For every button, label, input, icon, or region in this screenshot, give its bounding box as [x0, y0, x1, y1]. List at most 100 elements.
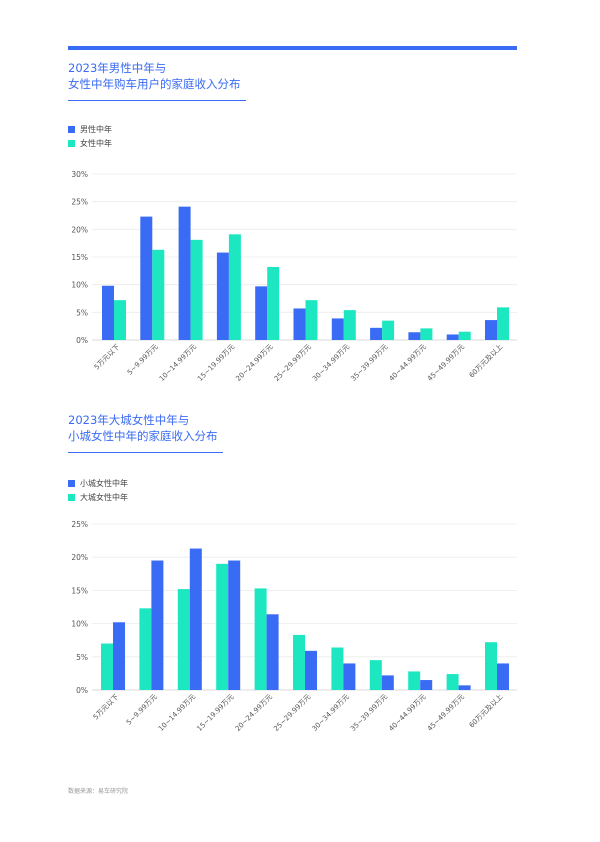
chart2-bar: [381, 675, 394, 690]
chart1-xtick-label: 5万元以下: [93, 343, 122, 372]
chart2-bar: [266, 614, 279, 690]
chart2-xtick-label: 45~49.99万元: [426, 693, 466, 733]
chart1-bar: [446, 334, 459, 340]
chart2-bar: [139, 608, 152, 690]
chart2-title: 2023年大城女性中年与 小城女性中年的家庭收入分布: [68, 412, 218, 444]
chart1-bar: [408, 332, 421, 340]
chart1-bar: [485, 320, 497, 340]
chart1-bar: [382, 320, 395, 340]
chart1-legend-label-male: 男性中年: [80, 124, 112, 134]
chart2-title-line1: 2023年大城女性中年与: [68, 413, 190, 427]
chart2-bar: [343, 663, 356, 690]
chart2-legend-label-big-city: 大城女性中年: [80, 492, 128, 502]
chart1-ytick-label: 10%: [71, 281, 88, 290]
chart2-xtick-label: 10~14.99万元: [157, 693, 197, 733]
chart2-title-line2: 小城女性中年的家庭收入分布: [68, 429, 218, 443]
chart2-ytick-label: 10%: [71, 620, 88, 629]
chart1-bar: [102, 285, 114, 340]
chart1-xtick-label: 10~14.99万元: [158, 343, 198, 383]
chart2-xtick-label: 5~9.99万元: [125, 693, 159, 727]
top-accent-rule: [68, 46, 517, 50]
chart2-xtick-label: 5万元以下: [92, 693, 121, 722]
chart2-bar: [151, 560, 164, 690]
chart2-legend-item-big-city: 大城女性中年: [68, 490, 128, 504]
chart1-legend-swatch-male: [68, 125, 75, 133]
chart1-ytick-label: 25%: [71, 198, 88, 207]
source-note: 数据来源：易车研究院: [68, 788, 129, 795]
chart1-ytick-label: 0%: [76, 336, 88, 345]
chart2-bar: [254, 588, 267, 690]
chart2-legend: 小城女性中年 大城女性中年: [68, 476, 128, 504]
chart1-bar: [190, 239, 203, 340]
chart2-legend-label-small-city: 小城女性中年: [80, 478, 128, 488]
chart1-bar: [267, 266, 280, 340]
chart2-bar: [369, 660, 382, 690]
chart2-legend-swatch-small-city: [68, 479, 75, 487]
chart1-title-line1: 2023年男性中年与: [68, 61, 167, 75]
chart1-legend-label-female: 女性中年: [80, 138, 112, 148]
chart2-bar: [458, 685, 471, 690]
chart1-legend-item-male: 男性中年: [68, 122, 112, 136]
chart2-bar: [101, 643, 113, 690]
chart1-xtick-label: 15~19.99万元: [196, 343, 236, 383]
chart2-ytick-label: 15%: [71, 586, 88, 595]
chart2-xtick-label: 60万元及以上: [467, 692, 504, 729]
chart2-bar: [228, 560, 241, 690]
chart1-bar: [305, 300, 318, 340]
chart2-ytick-label: 25%: [71, 520, 88, 529]
chart1-bar: [370, 327, 383, 340]
chart2-xtick-label: 25~29.99万元: [272, 693, 312, 733]
chart1-legend-item-female: 女性中年: [68, 136, 112, 150]
chart1-bar: [114, 300, 126, 340]
chart1-title: 2023年男性中年与 女性中年购车用户的家庭收入分布: [68, 60, 241, 92]
chart2-bar: [177, 589, 190, 690]
chart1-ytick-label: 15%: [71, 253, 88, 262]
chart1-xtick-label: 40~44.99万元: [388, 343, 428, 383]
chart1-xtick-label: 45~49.99万元: [426, 343, 466, 383]
chart2-title-underline: [68, 452, 223, 453]
chart2-legend-item-small-city: 小城女性中年: [68, 476, 128, 490]
chart2-bar: [113, 622, 125, 690]
chart1-bar: [420, 328, 433, 340]
chart2-xtick-label: 30~34.99万元: [311, 693, 351, 733]
chart2-ytick-label: 0%: [76, 686, 88, 695]
chart2-bar: [331, 647, 344, 690]
chart1-ytick-label: 5%: [76, 308, 88, 317]
chart1-bar: [497, 307, 509, 340]
chart2-ytick-label: 20%: [71, 553, 88, 562]
chart2-bar: [305, 650, 317, 690]
chart1-bar: [293, 308, 306, 340]
chart1-xtick-label: 25~29.99万元: [273, 343, 313, 383]
chart1-bar: [228, 234, 241, 340]
chart2-bar: [189, 548, 202, 690]
chart2-bar: [408, 671, 421, 690]
chart2-bar: [446, 674, 459, 690]
chart1-bar: [331, 318, 344, 340]
chart1-ytick-label: 20%: [71, 225, 88, 234]
chart1-xtick-label: 35~39.99万元: [349, 343, 389, 383]
chart2-bar: [485, 642, 497, 690]
chart1-xtick-label: 5~9.99万元: [126, 343, 160, 377]
chart1-bar: [458, 331, 471, 340]
chart1-bar: [140, 216, 153, 340]
chart1-title-line2: 女性中年购车用户的家庭收入分布: [68, 77, 241, 91]
chart1-bar: [216, 252, 229, 340]
chart1-title-underline: [68, 100, 246, 101]
chart1-bar: [152, 249, 165, 340]
chart2-bar: [293, 634, 305, 690]
chart2-ytick-label: 5%: [76, 653, 88, 662]
chart2-xtick-label: 20~24.99万元: [234, 693, 274, 733]
chart1-xtick-label: 30~34.99万元: [311, 343, 351, 383]
chart1-xtick-label: 60万元及以上: [467, 342, 504, 379]
chart2-xtick-label: 15~19.99万元: [195, 693, 235, 733]
chart1-legend: 男性中年 女性中年: [68, 122, 112, 150]
chart2-legend-swatch-big-city: [68, 493, 75, 501]
chart2-bar: [420, 680, 433, 690]
chart2-bar: [216, 563, 229, 690]
chart1-bar: [178, 206, 191, 340]
chart2-xtick-label: 35~39.99万元: [349, 693, 389, 733]
chart1-ytick-label: 30%: [71, 170, 88, 179]
chart1-bar: [255, 286, 268, 340]
chart1-xtick-label: 20~24.99万元: [234, 343, 274, 383]
